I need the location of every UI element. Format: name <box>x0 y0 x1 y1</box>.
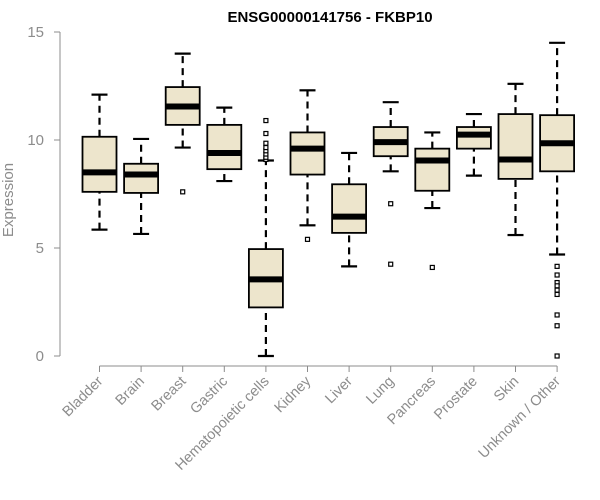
box-group <box>164 52 201 195</box>
box-group <box>331 151 368 268</box>
box-group <box>206 106 243 183</box>
outlier-point <box>263 117 269 124</box>
box-group <box>414 131 451 271</box>
outlier-point <box>388 201 394 207</box>
x-tick-label: Skin <box>491 374 522 405</box>
outlier-point <box>554 283 560 289</box>
y-tick-label: 5 <box>36 240 44 257</box>
box-group <box>289 89 326 242</box>
x-tick-label: Prostate <box>431 374 480 423</box>
outlier-point <box>304 236 311 242</box>
box <box>497 113 534 180</box>
outlier-point <box>554 263 560 269</box>
outlier-point <box>554 312 560 318</box>
chart-title: ENSG00000141756 - FKBP10 <box>227 9 432 26</box>
y-tick-label: 10 <box>27 132 44 149</box>
outlier-point <box>429 264 435 271</box>
box <box>414 147 451 192</box>
box-group <box>81 93 118 231</box>
outlier-point <box>263 140 269 146</box>
x-tick-label: Brain <box>113 374 148 409</box>
outlier-point <box>263 144 269 151</box>
outlier-point <box>554 287 560 293</box>
x-tick-label: Bladder <box>60 373 107 420</box>
box-group <box>455 112 492 177</box>
y-tick-label: 0 <box>36 348 44 365</box>
outlier-point <box>388 261 394 267</box>
box-group <box>372 101 409 267</box>
y-axis-label: Expression <box>0 163 17 237</box>
x-tick-label: Liver <box>322 373 356 407</box>
outlier-point <box>554 291 560 298</box>
x-tick-label: Kidney <box>272 373 315 416</box>
box <box>123 162 159 194</box>
box-group <box>539 41 575 359</box>
box <box>289 131 326 176</box>
boxes <box>81 41 575 359</box>
box-group <box>247 117 284 358</box>
box-group <box>123 137 159 236</box>
outlier-point <box>554 323 560 329</box>
outlier-point <box>554 272 560 278</box>
box <box>81 135 118 193</box>
box <box>455 126 492 150</box>
outlier-point <box>263 130 269 137</box>
x-tick-label: Lung <box>363 374 397 408</box>
box <box>331 183 368 234</box>
outlier-point <box>180 189 186 195</box>
x-tick-label: Breast <box>149 374 190 415</box>
box <box>206 123 243 171</box>
box-group <box>497 82 534 237</box>
y-axis: 0 5 10 15 <box>27 24 61 365</box>
outlier-point <box>554 353 560 359</box>
y-tick-label: 15 <box>27 24 44 41</box>
